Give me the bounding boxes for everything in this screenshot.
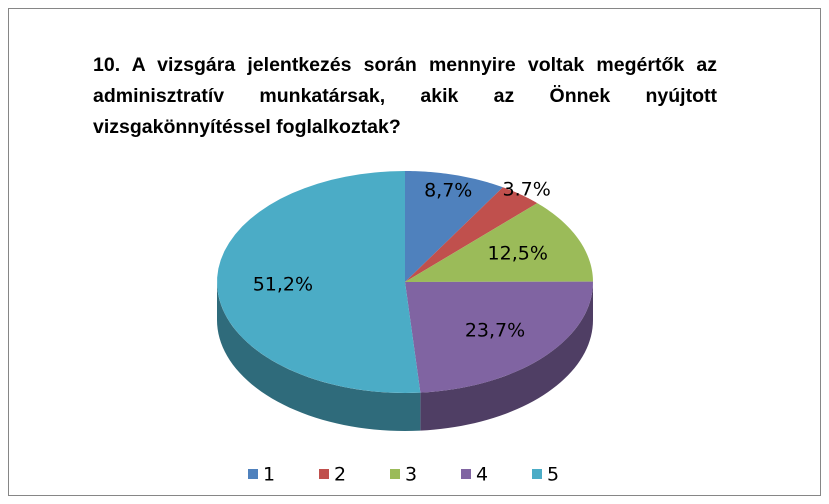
pie-slice (405, 171, 503, 282)
pie-slice (217, 171, 421, 393)
legend-swatch (248, 469, 258, 479)
legend-label: 1 (263, 464, 275, 486)
legend-label: 2 (334, 464, 346, 486)
data-label: 12,5% (488, 243, 548, 265)
pie-side (217, 282, 421, 431)
pie-side (420, 282, 593, 431)
pie-slice (405, 187, 538, 282)
legend-swatch (319, 469, 329, 479)
legend-swatch (390, 469, 400, 479)
legend-label: 5 (547, 464, 559, 486)
pie-slice (405, 203, 593, 282)
pie-slice (405, 281, 593, 393)
legend-swatch (532, 469, 542, 479)
legend-label: 3 (405, 464, 417, 486)
data-label: 23,7% (465, 319, 525, 341)
legend-label: 4 (476, 464, 488, 486)
legend-swatch (461, 469, 471, 479)
data-label: 3.7% (503, 179, 551, 201)
data-label: 51,2% (253, 273, 313, 295)
data-label: 8,7% (424, 180, 472, 202)
chart-title: 10. A vizsgára jelentkezés során mennyir… (93, 54, 717, 138)
